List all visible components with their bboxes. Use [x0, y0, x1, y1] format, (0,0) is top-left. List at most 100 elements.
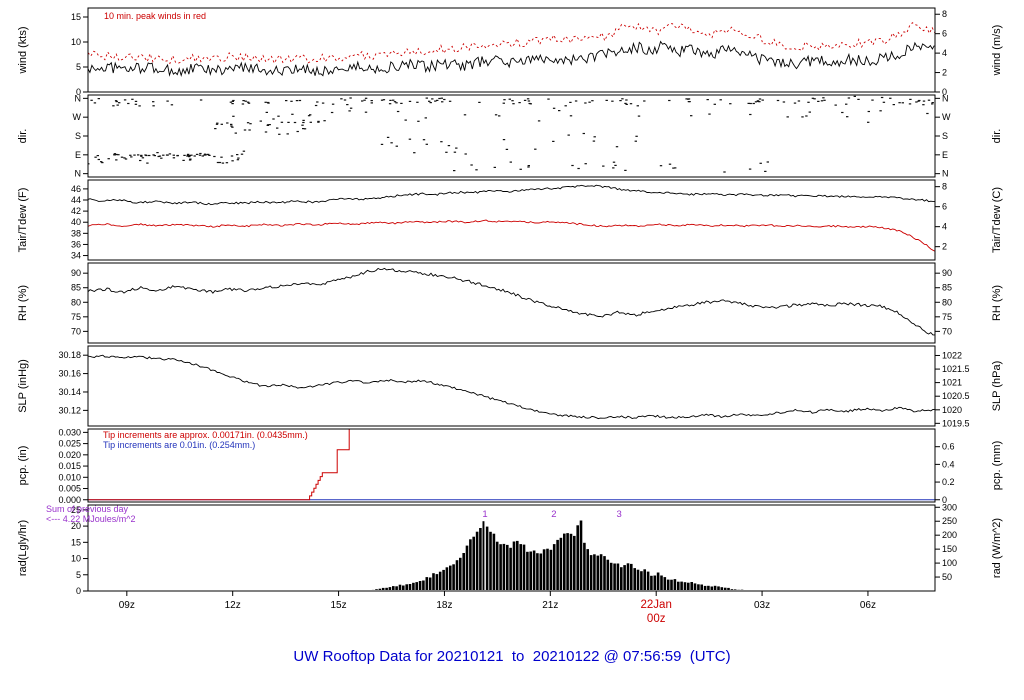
- ytick-label: N: [942, 169, 949, 179]
- ytick-label: 1020.5: [942, 391, 970, 401]
- ytick-label: 50: [942, 572, 952, 582]
- panel-slp-series: [88, 354, 935, 420]
- ytick-label: 30.16: [58, 369, 81, 379]
- ytick-label: 4: [942, 222, 947, 232]
- x-axis: 09z 12z 15z 18z 21z 22Jan 00z 03z 06z: [119, 591, 876, 625]
- ytick-label: 0.000: [58, 495, 81, 505]
- ytick-label: 8: [942, 9, 947, 19]
- xtick-label: 03z: [754, 600, 770, 611]
- peak-winds-note: 10 min. peak winds in red: [104, 11, 207, 21]
- panel-wind-yticks-right: 0 2 4 6 8: [935, 9, 947, 97]
- chart-title: UW Rooftop Data for 20210121 to 20210122…: [293, 648, 731, 665]
- ytick-label: 0.030: [58, 427, 81, 437]
- ytick-label: 15: [71, 537, 81, 547]
- ylabel-right-rad: rad (W/m^2): [991, 518, 1003, 578]
- ylabel-right-slp: SLP (hPa): [991, 361, 1003, 412]
- panel-rad-yticks-right: 50 100 150 200 250 300: [935, 502, 957, 582]
- panel-rad-border: [87, 504, 936, 592]
- tip-increment-note-std: Tip increments are 0.01in. (0.254mm.): [103, 440, 256, 450]
- ytick-label: 80: [942, 297, 952, 307]
- xtick-label: 22Jan: [641, 599, 672, 611]
- ylabel-left-rad: rad(Lgly/hr): [17, 520, 29, 576]
- ytick-label: 20: [71, 521, 81, 531]
- ytick-label: 40: [71, 217, 81, 227]
- xtick-label: 21z: [542, 600, 558, 611]
- ytick-label: 0.2: [942, 477, 955, 487]
- ytick-label: 1020: [942, 405, 962, 415]
- panel-dir-border: [87, 94, 936, 178]
- prev-day-sum-label: Sum of previous day: [46, 504, 129, 514]
- panel-rad-yticks-left: 0 5 10 15 20 25: [71, 505, 88, 596]
- ytick-label: 2: [942, 242, 947, 252]
- ylabel-right-dir: dir.: [991, 129, 1003, 144]
- series-t_dew: [88, 219, 935, 252]
- ytick-label: 0.6: [942, 442, 955, 452]
- panel-slp-yticks-right: 1019.5 1020 1020.5 1021 1021.5 1022: [935, 350, 970, 428]
- prev-day-sum-value: <--- 4.22 MJoules/m^2: [46, 514, 136, 524]
- ytick-label: 38: [71, 228, 81, 238]
- series-wind_avg: [88, 40, 935, 77]
- ytick-label: 6: [942, 202, 947, 212]
- ytick-label: 0: [942, 495, 947, 505]
- panel-wind-border: [87, 7, 936, 93]
- panel-slp-border: [87, 345, 936, 427]
- ytick-label: 5: [76, 62, 81, 72]
- ylabel-right-temp: Tair/Tdew (C): [991, 187, 1003, 253]
- ytick-label: 150: [942, 544, 957, 554]
- ytick-label: 15: [71, 12, 81, 22]
- ytick-label: W: [73, 112, 82, 122]
- xtick-label: 12z: [225, 600, 241, 611]
- xtick-label: 00z: [647, 613, 666, 625]
- ytick-label: 85: [942, 283, 952, 293]
- panel-rh-series: [88, 267, 935, 336]
- xtick-label: 18z: [436, 600, 452, 611]
- panel-rh-yticks-right: 70 75 80 85 90: [935, 268, 952, 336]
- ytick-label: 1021.5: [942, 364, 970, 374]
- ytick-label: 8: [942, 182, 947, 192]
- panel-rh-border: [87, 262, 936, 344]
- ytick-label: S: [942, 131, 948, 141]
- ytick-label: 0: [942, 87, 947, 97]
- ytick-label: 75: [71, 312, 81, 322]
- panel-pcp-yticks-right: 0 0.2 0.4 0.6: [935, 442, 955, 505]
- series-sea_level_pressure: [88, 354, 935, 420]
- ytick-label: E: [75, 150, 81, 160]
- ylabel-right-rh: RH (%): [991, 285, 1003, 321]
- ytick-label: 0.010: [58, 472, 81, 482]
- ytick-label: 200: [942, 530, 957, 540]
- ytick-label: 0.020: [58, 450, 81, 460]
- series-wind_peak_10min: [88, 22, 935, 65]
- ytick-label: 1021: [942, 378, 962, 388]
- xtick-label: 06z: [860, 600, 876, 611]
- ytick-label: E: [942, 150, 948, 160]
- ytick-label: W: [942, 112, 951, 122]
- ytick-label: 44: [71, 195, 81, 205]
- panel-wind-series: [88, 22, 935, 77]
- ytick-label: 46: [71, 184, 81, 194]
- ylabel-left-dir: dir.: [17, 129, 29, 144]
- ylabel-left-wind: wind (kts): [17, 26, 29, 74]
- ytick-label: 90: [942, 268, 952, 278]
- ytick-label: 30.18: [58, 350, 81, 360]
- rad-event-marker-1: 1: [482, 509, 487, 520]
- ytick-label: 2: [942, 68, 947, 78]
- ytick-label: 36: [71, 239, 81, 249]
- ytick-label: 0.015: [58, 461, 81, 471]
- ylabel-left-rh: RH (%): [17, 285, 29, 321]
- ytick-label: 34: [71, 251, 81, 261]
- panel-pcp-series: [88, 429, 935, 501]
- ytick-label: 300: [942, 502, 957, 512]
- panel-dir-series: [88, 95, 934, 173]
- series-relative_humidity: [88, 267, 935, 336]
- ytick-label: 1022: [942, 350, 962, 360]
- rad-event-marker-3: 3: [616, 509, 621, 520]
- ytick-label: 6: [942, 29, 947, 39]
- ytick-label: 25: [71, 505, 81, 515]
- panel-slp-yticks-left: 30.12 30.14 30.16 30.18: [58, 350, 88, 415]
- xtick-label: 09z: [119, 600, 135, 611]
